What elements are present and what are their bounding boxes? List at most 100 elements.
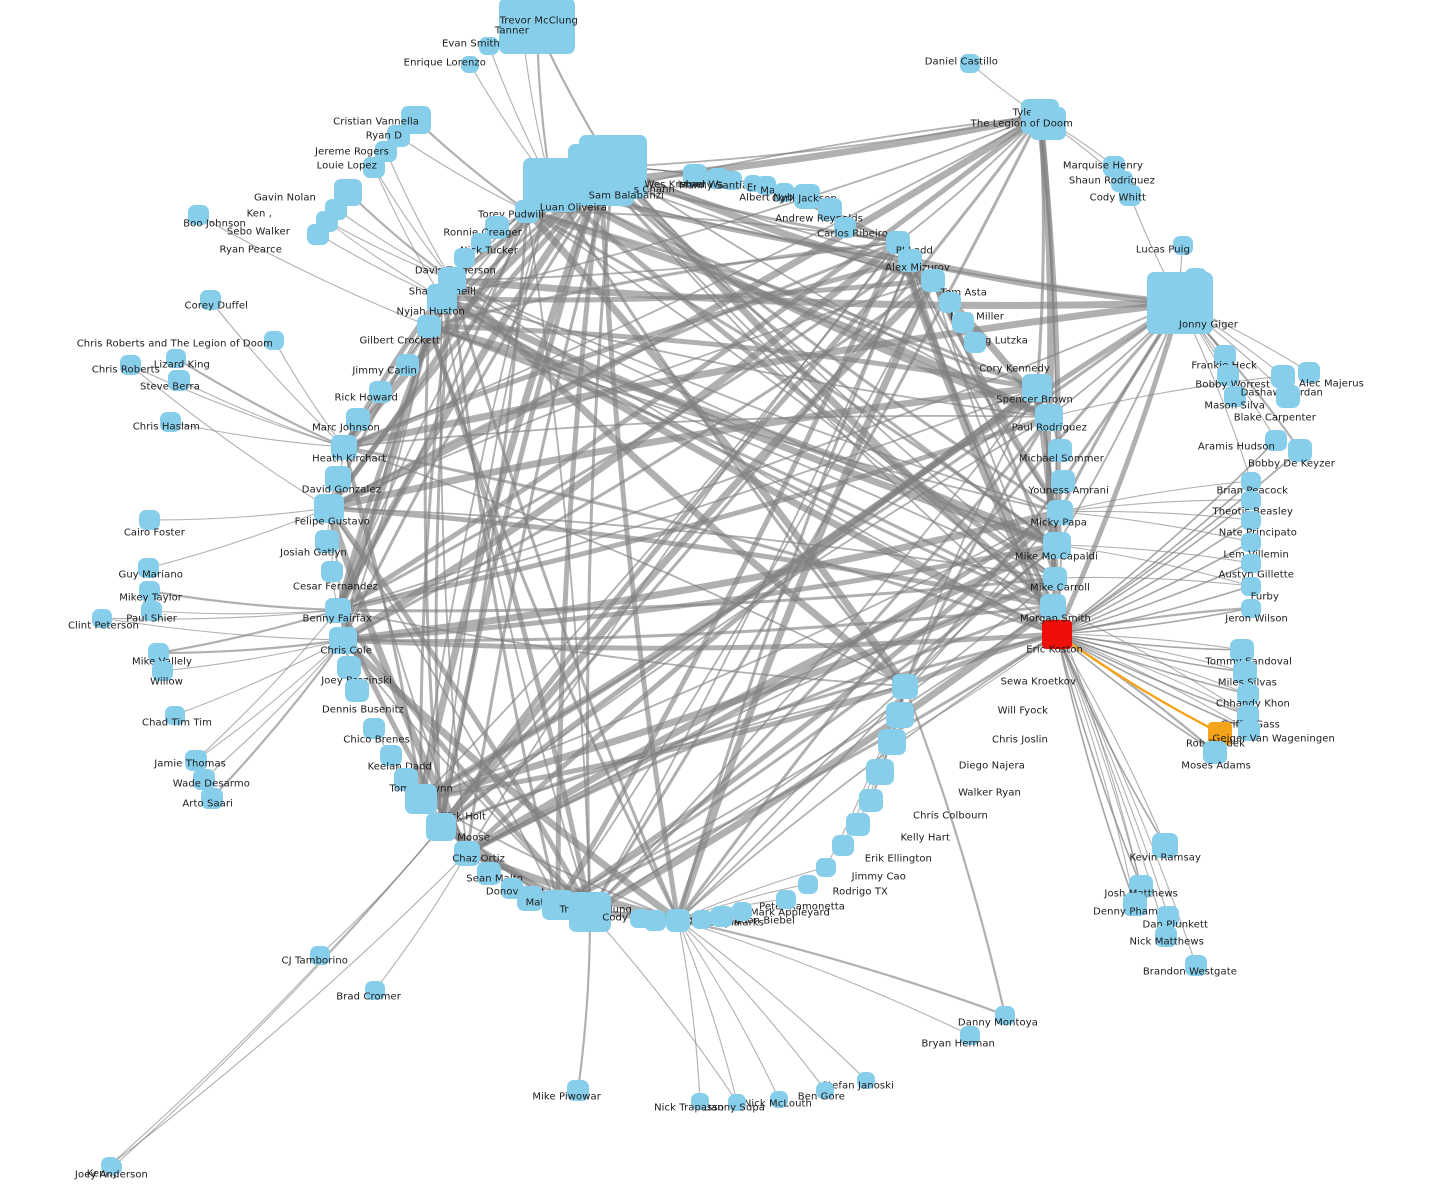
graph-node[interactable] — [363, 156, 385, 178]
graph-node[interactable] — [1230, 638, 1254, 662]
graph-node[interactable] — [325, 465, 351, 491]
graph-node[interactable] — [732, 901, 752, 921]
graph-node[interactable] — [1157, 905, 1179, 927]
graph-node[interactable] — [1047, 499, 1073, 525]
graph-node[interactable] — [798, 874, 818, 894]
graph-node[interactable] — [315, 529, 339, 553]
graph-node[interactable] — [774, 182, 794, 202]
graph-node[interactable] — [166, 348, 186, 368]
graph-node[interactable] — [846, 812, 870, 836]
graph-node[interactable] — [1119, 184, 1141, 206]
graph-node[interactable] — [921, 268, 945, 292]
graph-node[interactable] — [307, 223, 329, 245]
graph-node[interactable] — [329, 626, 357, 654]
graph-node[interactable] — [138, 581, 160, 601]
graph-node[interactable] — [711, 905, 733, 927]
graph-node[interactable] — [878, 729, 906, 755]
graph-node[interactable] — [818, 197, 842, 221]
graph-node[interactable] — [1237, 683, 1259, 705]
graph-node[interactable] — [1241, 553, 1261, 573]
graph-node[interactable] — [461, 55, 479, 73]
graph-node[interactable] — [886, 702, 914, 728]
graph-node[interactable] — [159, 412, 181, 432]
graph-node[interactable] — [368, 381, 392, 403]
graph-node[interactable] — [321, 560, 343, 582]
graph-node[interactable] — [1152, 832, 1178, 858]
graph-node[interactable] — [569, 892, 611, 932]
graph-node[interactable] — [92, 608, 112, 628]
graph-node[interactable] — [1155, 925, 1177, 947]
graph-node[interactable] — [137, 558, 159, 578]
graph-node[interactable] — [165, 705, 185, 725]
graph-node[interactable] — [310, 945, 330, 965]
graph-node[interactable] — [331, 434, 357, 460]
graph-node[interactable] — [683, 163, 707, 187]
graph-node[interactable] — [1129, 874, 1153, 898]
graph-node[interactable] — [479, 37, 499, 55]
graph-node[interactable] — [1233, 660, 1257, 684]
graph-node[interactable] — [426, 813, 456, 841]
graph-node[interactable] — [886, 230, 910, 254]
graph-node[interactable] — [832, 834, 854, 856]
graph-node[interactable] — [453, 248, 475, 268]
graph-node[interactable] — [1238, 719, 1260, 741]
graph-node[interactable] — [722, 170, 742, 190]
graph-node[interactable] — [185, 749, 207, 771]
graph-node[interactable] — [834, 216, 856, 238]
graph-node[interactable] — [960, 1025, 980, 1045]
graph-node[interactable] — [666, 908, 690, 932]
graph-node[interactable] — [405, 784, 437, 814]
graph-node[interactable] — [1030, 106, 1066, 140]
graph-node[interactable] — [1035, 403, 1063, 431]
graph-node[interactable] — [816, 1081, 834, 1099]
graph-node[interactable] — [1241, 471, 1261, 491]
graph-node[interactable] — [395, 354, 419, 376]
graph-node[interactable] — [1208, 721, 1232, 745]
graph-node[interactable] — [1241, 576, 1261, 596]
graph-node[interactable] — [1214, 344, 1236, 366]
graph-node[interactable] — [1217, 364, 1239, 386]
graph-node[interactable] — [168, 369, 190, 391]
graph-node[interactable] — [1043, 566, 1067, 590]
graph-node[interactable] — [363, 717, 385, 739]
graph-node[interactable] — [314, 493, 344, 523]
graph-node[interactable] — [512, 26, 534, 46]
graph-node[interactable] — [345, 678, 369, 702]
graph-node[interactable] — [1173, 235, 1193, 255]
graph-node[interactable] — [1298, 361, 1320, 383]
graph-node[interactable] — [866, 759, 894, 785]
graph-node[interactable] — [471, 232, 491, 252]
graph-node[interactable] — [794, 183, 820, 209]
graph-node[interactable] — [892, 673, 918, 699]
graph-node[interactable] — [1185, 954, 1207, 976]
graph-node[interactable] — [193, 768, 215, 790]
graph-node[interactable] — [816, 857, 836, 877]
graph-node[interactable] — [1241, 490, 1261, 510]
graph-node[interactable] — [1040, 593, 1066, 619]
graph-node[interactable] — [1051, 469, 1075, 493]
graph-node[interactable] — [201, 787, 223, 809]
graph-node[interactable] — [542, 890, 574, 920]
graph-node[interactable] — [499, 0, 575, 54]
graph-node[interactable] — [691, 1092, 709, 1110]
graph-node[interactable] — [1147, 272, 1213, 334]
graph-node[interactable] — [375, 140, 397, 162]
graph-node[interactable] — [1048, 438, 1072, 462]
graph-node[interactable] — [776, 889, 796, 909]
graph-node[interactable] — [517, 885, 543, 911]
graph-node[interactable] — [417, 314, 441, 338]
graph-node[interactable] — [454, 840, 480, 866]
graph-node[interactable] — [692, 909, 712, 929]
graph-node[interactable] — [1271, 364, 1295, 388]
graph-node[interactable] — [568, 144, 634, 206]
graph-node[interactable] — [427, 283, 457, 313]
graph-node[interactable] — [264, 330, 284, 350]
graph-node[interactable] — [1276, 384, 1300, 408]
graph-node[interactable] — [859, 788, 883, 812]
graph-node[interactable] — [380, 744, 402, 766]
graph-node[interactable] — [104, 1159, 122, 1175]
graph-node[interactable] — [477, 861, 501, 885]
graph-node[interactable] — [960, 53, 980, 73]
graph-node[interactable] — [325, 597, 351, 623]
graph-node[interactable] — [567, 1079, 589, 1101]
